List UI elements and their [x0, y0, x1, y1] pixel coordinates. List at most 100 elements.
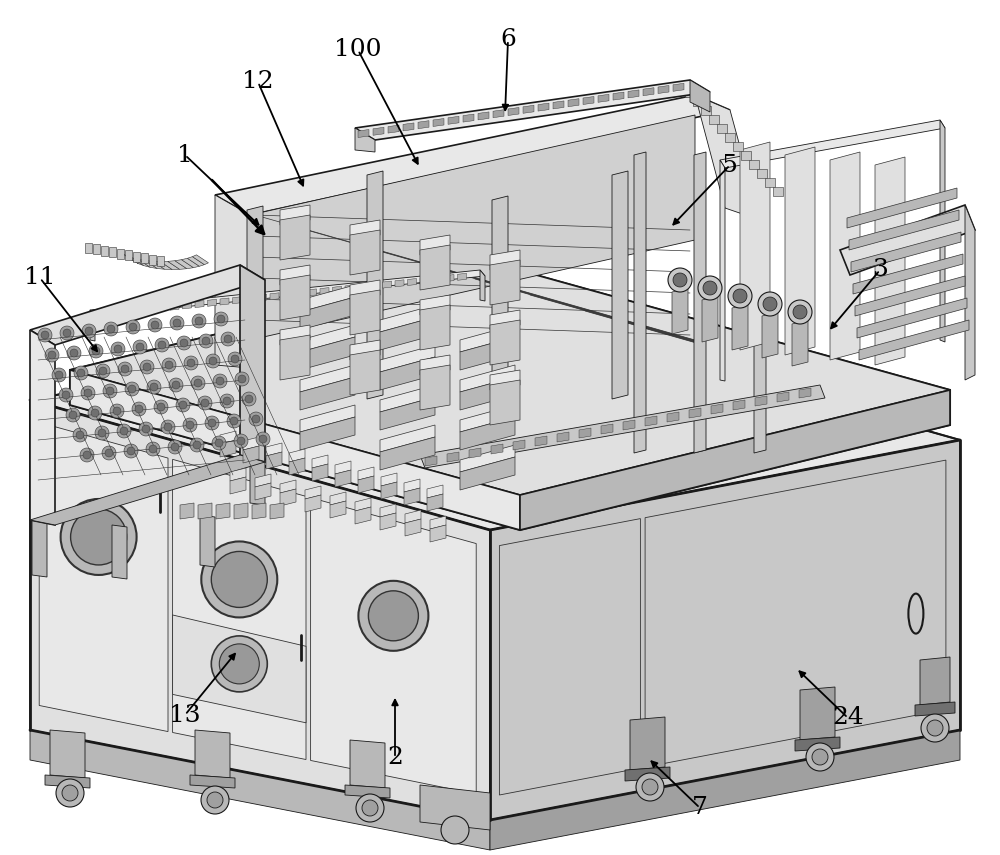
Circle shape: [96, 364, 110, 378]
Circle shape: [151, 321, 159, 329]
Polygon shape: [859, 320, 969, 360]
Polygon shape: [85, 243, 92, 253]
Polygon shape: [740, 142, 770, 350]
Polygon shape: [153, 262, 172, 269]
Polygon shape: [234, 503, 248, 519]
Circle shape: [158, 341, 166, 349]
Polygon shape: [93, 245, 100, 255]
Polygon shape: [538, 103, 549, 111]
Polygon shape: [460, 417, 515, 450]
Polygon shape: [851, 232, 961, 272]
Circle shape: [234, 434, 248, 448]
Polygon shape: [493, 109, 504, 118]
Circle shape: [235, 372, 249, 386]
Polygon shape: [180, 503, 194, 519]
Polygon shape: [232, 297, 242, 304]
Polygon shape: [358, 129, 369, 138]
Circle shape: [356, 794, 384, 822]
Polygon shape: [741, 151, 751, 160]
Circle shape: [66, 408, 80, 422]
Polygon shape: [30, 330, 55, 525]
Circle shape: [202, 337, 210, 345]
Circle shape: [213, 374, 227, 388]
Polygon shape: [312, 455, 328, 468]
Polygon shape: [289, 458, 305, 475]
Polygon shape: [403, 123, 414, 131]
Polygon shape: [405, 510, 421, 523]
Polygon shape: [141, 253, 148, 263]
Circle shape: [668, 268, 692, 292]
Circle shape: [95, 426, 109, 440]
Circle shape: [195, 317, 203, 325]
Polygon shape: [965, 205, 975, 380]
Polygon shape: [258, 294, 266, 301]
Polygon shape: [355, 507, 371, 524]
Circle shape: [146, 442, 160, 456]
Polygon shape: [689, 408, 701, 418]
Polygon shape: [350, 220, 380, 240]
Circle shape: [127, 447, 135, 455]
Polygon shape: [187, 256, 204, 266]
Polygon shape: [625, 767, 670, 781]
Text: 24: 24: [832, 706, 864, 729]
Circle shape: [212, 436, 226, 450]
Polygon shape: [305, 495, 321, 512]
Circle shape: [194, 379, 202, 387]
Circle shape: [77, 369, 85, 377]
Circle shape: [249, 412, 263, 426]
Polygon shape: [920, 657, 950, 705]
Polygon shape: [800, 687, 835, 740]
Polygon shape: [266, 443, 282, 456]
Polygon shape: [490, 250, 520, 270]
Polygon shape: [777, 392, 789, 402]
Polygon shape: [711, 404, 723, 414]
Circle shape: [154, 400, 168, 414]
Polygon shape: [120, 309, 129, 315]
Polygon shape: [480, 270, 485, 301]
Circle shape: [199, 334, 213, 348]
Polygon shape: [280, 215, 310, 260]
Polygon shape: [125, 251, 132, 261]
Circle shape: [763, 297, 777, 311]
Circle shape: [143, 363, 151, 371]
Polygon shape: [373, 127, 384, 135]
Circle shape: [55, 371, 63, 379]
Polygon shape: [420, 365, 450, 410]
Polygon shape: [458, 274, 466, 280]
Polygon shape: [380, 437, 435, 470]
Polygon shape: [725, 133, 735, 142]
Circle shape: [76, 431, 84, 439]
Polygon shape: [732, 304, 748, 350]
Polygon shape: [460, 337, 515, 370]
Polygon shape: [117, 249, 124, 259]
Polygon shape: [216, 503, 230, 519]
Polygon shape: [149, 255, 156, 265]
Polygon shape: [460, 365, 515, 392]
Polygon shape: [695, 95, 760, 220]
Polygon shape: [427, 485, 443, 498]
Polygon shape: [702, 296, 718, 342]
Polygon shape: [266, 452, 282, 469]
Polygon shape: [513, 440, 525, 450]
Polygon shape: [460, 377, 515, 410]
Polygon shape: [230, 468, 246, 481]
Polygon shape: [490, 440, 960, 820]
Polygon shape: [381, 482, 397, 499]
Circle shape: [71, 509, 127, 565]
Polygon shape: [70, 265, 950, 495]
Circle shape: [92, 347, 100, 355]
Polygon shape: [785, 147, 815, 355]
Circle shape: [214, 312, 228, 326]
Circle shape: [132, 402, 146, 416]
Polygon shape: [358, 284, 366, 291]
Circle shape: [83, 451, 91, 459]
Circle shape: [41, 331, 49, 339]
Polygon shape: [215, 95, 730, 215]
Polygon shape: [335, 461, 351, 474]
Polygon shape: [404, 479, 420, 492]
Circle shape: [147, 380, 161, 394]
Circle shape: [70, 349, 78, 357]
Polygon shape: [491, 444, 503, 454]
Polygon shape: [420, 235, 450, 255]
Polygon shape: [799, 388, 811, 398]
